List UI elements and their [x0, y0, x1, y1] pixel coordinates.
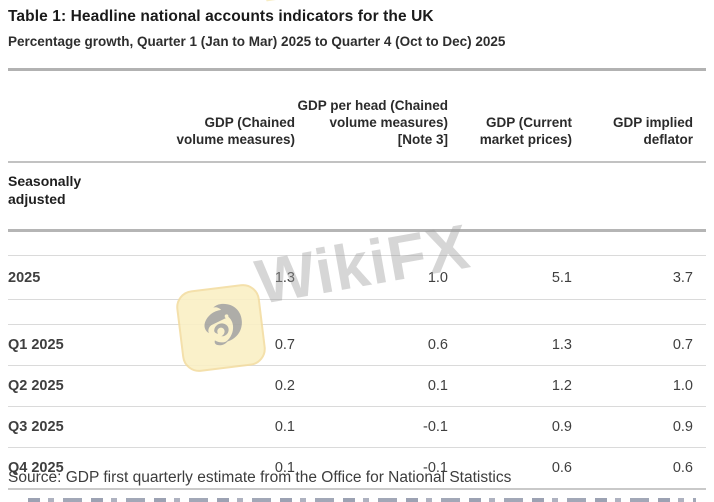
table-cell: 0.9: [672, 419, 693, 435]
table-cell: 1.0: [672, 378, 693, 394]
table-cell: -0.1: [423, 419, 448, 435]
table-cell: 0.6: [551, 460, 572, 476]
table-cell: 0.7: [672, 337, 693, 353]
table-cell: 0.1: [274, 460, 295, 476]
row-label: Q3 2025: [8, 419, 64, 435]
table-title: Table 1: Headline national accounts indi…: [8, 8, 434, 25]
table-cell: 0.6: [427, 337, 448, 353]
table-row-2025: 2025 1.3 1.0 5.1 3.7: [8, 256, 706, 300]
table-cell: 1.3: [551, 337, 572, 353]
row-label: 2025: [8, 269, 41, 286]
table-cell: 1.3: [274, 269, 295, 286]
table-cell: 0.1: [274, 419, 295, 435]
spacer-row: [8, 231, 706, 256]
column-header-gdp-cmp: GDP (Current market prices): [479, 115, 572, 147]
national-accounts-table: GDP (Chained volume measures) GDP per he…: [8, 68, 706, 490]
row-label: Q4 2025: [8, 460, 64, 476]
row-label-column-header: [8, 70, 155, 163]
table-header-row: GDP (Chained volume measures) GDP per he…: [8, 70, 706, 163]
table-cell: 0.6: [672, 460, 693, 476]
column-header-gdp-deflator: GDP implied deflator: [612, 115, 693, 147]
table-cell: 0.9: [551, 419, 572, 435]
cut-off-text-line: [28, 498, 696, 502]
column-header-gdp-cvm: GDP (Chained volume measures): [176, 115, 295, 147]
table-row-q1-2025: Q1 2025 0.7 0.6 1.3 0.7: [8, 325, 706, 366]
table-row-q2-2025: Q2 2025 0.2 0.1 1.2 1.0: [8, 366, 706, 407]
table-cell: 1.0: [427, 269, 448, 286]
table-cell: 1.2: [551, 378, 572, 394]
section-label: Seasonally adjusted: [8, 173, 82, 207]
table-cell: 5.1: [551, 269, 572, 286]
source-note: Source: GDP first quarterly estimate fro…: [8, 469, 512, 486]
table-cell: 3.7: [672, 269, 693, 286]
section-row-seasonally-adjusted: Seasonally adjusted: [8, 162, 706, 231]
table-row-q4-2025: Q4 2025 0.1 -0.1 0.6 0.6: [8, 448, 706, 489]
table-cell: 0.2: [274, 378, 295, 394]
table-cell: -0.1: [423, 460, 448, 476]
row-label: Q2 2025: [8, 378, 64, 394]
spacer-row: [8, 300, 706, 325]
column-header-gdp-per-head: GDP per head (Chained volume measures) […: [297, 98, 448, 147]
table-subtitle: Percentage growth, Quarter 1 (Jan to Mar…: [8, 34, 506, 49]
table-row-q3-2025: Q3 2025 0.1 -0.1 0.9 0.9: [8, 407, 706, 448]
table-cell: 0.1: [427, 378, 448, 394]
table-cell: 0.7: [274, 337, 295, 353]
row-label: Q1 2025: [8, 337, 64, 353]
